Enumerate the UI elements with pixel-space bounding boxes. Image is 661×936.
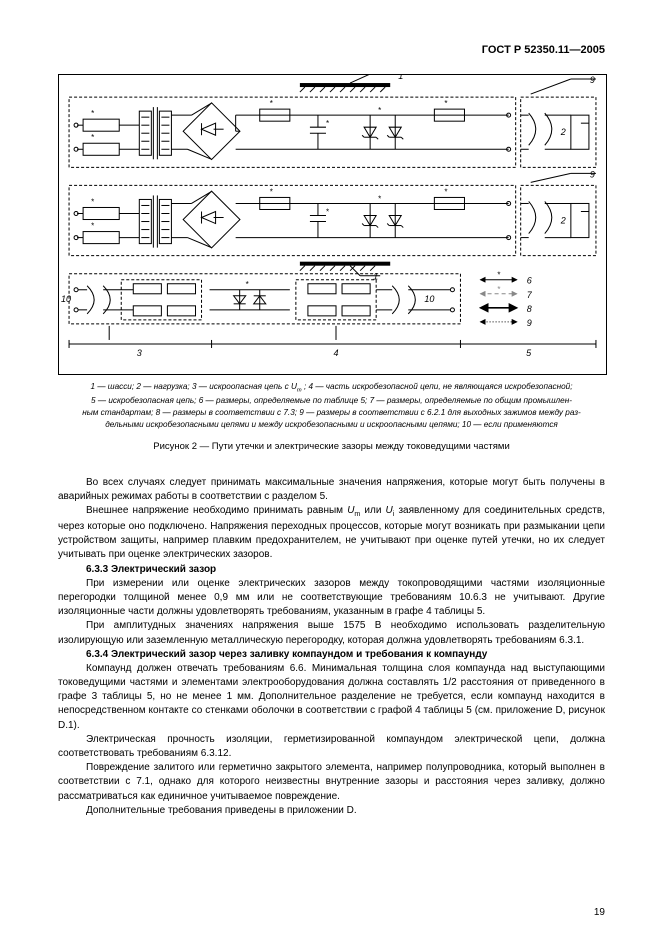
svg-text:*: * [270, 99, 273, 108]
svg-text:*: * [497, 285, 501, 294]
figure-label-2a: 2 [560, 127, 566, 137]
figure-key-6: 6 [527, 276, 533, 286]
figure-label-10a: 10 [61, 294, 71, 304]
figure-baseline-4: 4 [334, 348, 339, 358]
para-4: При амплитудных значениях напряжения выш… [58, 619, 605, 647]
legend-line-1b: ; 4 — часть искробезопасной цепи, не явл… [302, 382, 573, 391]
figure-label-9a: 9 [590, 75, 595, 85]
page-number: 19 [594, 907, 605, 918]
para-1: Во всех случаях следует принимать максим… [58, 476, 605, 504]
figure-caption: Рисунок 2 — Пути утечки и электрические … [58, 441, 605, 452]
document-id: ГОСТ Р 52350.11—2005 [58, 44, 605, 56]
para-8: Дополнительные требования приведены в пр… [58, 804, 605, 818]
figure-key-9: 9 [527, 318, 532, 328]
para-7: Повреждение залитого или герметично закр… [58, 761, 605, 804]
figure-baseline-5: 5 [526, 348, 532, 358]
svg-text:*: * [91, 109, 94, 118]
figure-baseline-3: 3 [137, 348, 142, 358]
para-5: Компаунд должен отвечать требованиям 6.6… [58, 662, 605, 733]
body-text: Во всех случаях следует принимать максим… [58, 476, 605, 818]
svg-text:*: * [246, 280, 249, 289]
legend-line-4: дельными искробезопасными цепями и между… [105, 420, 558, 429]
legend-line-3: ным стандартам; 8 — размеры в соответств… [82, 408, 580, 417]
figure-label-2b: 2 [560, 216, 566, 226]
para-3: При измерении или оценке электрических з… [58, 577, 605, 620]
figure-legend: 1 — шасси; 2 — нагрузка; 3 — искроопасна… [66, 381, 597, 431]
svg-text:*: * [91, 133, 94, 142]
legend-line-2: 5 — искробезопасная цепь; 6 — размеры, о… [91, 396, 572, 405]
heading-634: 6.3.4 Электрический зазор через заливку … [58, 648, 605, 662]
para-2: Внешнее напряжение необходимо принимать … [58, 504, 605, 563]
svg-text:*: * [444, 187, 447, 196]
svg-text:*: * [326, 119, 329, 128]
svg-text:*: * [270, 187, 273, 196]
figure-2: 1 9 * * [58, 74, 607, 375]
figure-label-9b: 9 [590, 169, 595, 179]
heading-633: 6.3.3 Электрический зазор [58, 563, 605, 577]
svg-text:*: * [497, 271, 501, 280]
svg-text:*: * [378, 106, 381, 115]
svg-text:*: * [444, 99, 447, 108]
figure-key-7: 7 [527, 290, 533, 300]
svg-text:*: * [91, 222, 94, 231]
svg-text:*: * [378, 194, 381, 203]
legend-line-1a: 1 — шасси; 2 — нагрузка; 3 — искроопасна… [90, 382, 296, 391]
para-6: Электрическая прочность изоляции, гермет… [58, 733, 605, 761]
figure-key-8: 8 [527, 304, 532, 314]
svg-text:*: * [91, 197, 94, 206]
figure-label-1a: 1 [398, 75, 403, 81]
figure-label-10b: 10 [424, 294, 434, 304]
svg-text:*: * [326, 208, 329, 217]
